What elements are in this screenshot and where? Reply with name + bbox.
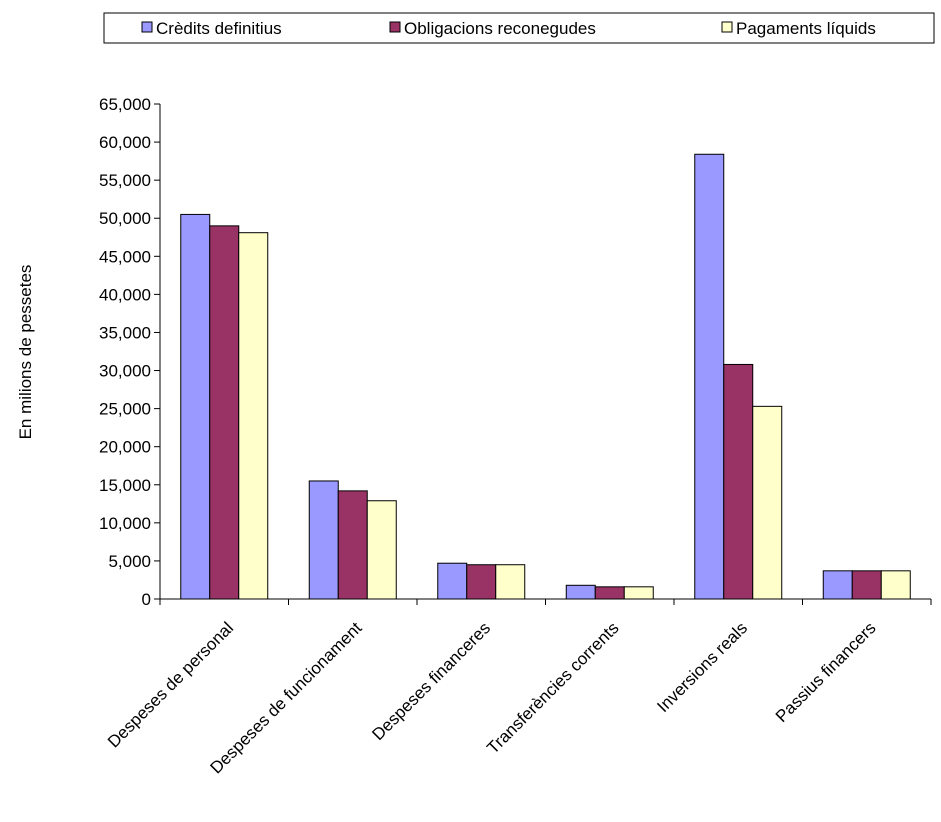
y-tick-label-7: 35,000 bbox=[99, 323, 151, 342]
bar-3-2 bbox=[366, 500, 397, 600]
y-tick-label-2: 10,000 bbox=[99, 514, 151, 533]
x-tick-label-5: Inversions reals bbox=[653, 618, 751, 716]
legend: Crèdits definitius Obligacions reconegud… bbox=[103, 12, 935, 44]
y-axis-title: En milions de pessetes bbox=[16, 265, 35, 440]
y-tick-label-8: 40,000 bbox=[99, 285, 151, 304]
legend-label-2: Obligacions reconegudes bbox=[404, 19, 596, 38]
y-tick-label-11: 55,000 bbox=[99, 171, 151, 190]
bar-1-4 bbox=[565, 584, 596, 600]
bar-2-2 bbox=[337, 490, 368, 600]
y-tick-label-4: 20,000 bbox=[99, 438, 151, 457]
bar-2-6 bbox=[851, 570, 882, 600]
y-tick-label-5: 25,000 bbox=[99, 400, 151, 419]
x-tick-label-4: Transferències corrents bbox=[483, 618, 622, 757]
y-tick-label-12: 60,000 bbox=[99, 133, 151, 152]
bar-2-1 bbox=[209, 225, 240, 600]
bar-3-5 bbox=[752, 405, 783, 600]
bar-3-3 bbox=[495, 564, 526, 600]
legend-swatch-1 bbox=[141, 21, 153, 33]
legend-label-3: Pagaments líquids bbox=[736, 19, 876, 38]
bar-1-2 bbox=[308, 480, 339, 600]
bar-3-4 bbox=[623, 586, 654, 600]
bar-2-4 bbox=[594, 586, 625, 600]
legend-box bbox=[103, 12, 935, 44]
x-tick-label-6: Passius financers bbox=[772, 618, 880, 726]
bar-1-3 bbox=[437, 562, 468, 600]
bar-1-5 bbox=[694, 153, 725, 600]
bar-1-1 bbox=[180, 213, 211, 600]
y-tick-label-0: 0 bbox=[142, 590, 151, 609]
y-tick-label-6: 30,000 bbox=[99, 362, 151, 381]
x-tick-label-3: Despeses financeres bbox=[368, 618, 494, 744]
y-tick-label-10: 50,000 bbox=[99, 209, 151, 228]
x-tick-label-2: Despeses de funcionament bbox=[206, 618, 365, 777]
legend-swatch-2 bbox=[389, 21, 401, 33]
bar-3-6 bbox=[880, 570, 911, 600]
bar-3-1 bbox=[238, 232, 269, 600]
bar-2-3 bbox=[466, 564, 497, 600]
legend-label-1: Crèdits definitius bbox=[156, 19, 282, 38]
legend-swatch-3 bbox=[721, 21, 733, 33]
y-tick-label-9: 45,000 bbox=[99, 247, 151, 266]
y-tick-label-1: 5,000 bbox=[108, 552, 151, 571]
bar-1-6 bbox=[822, 570, 853, 600]
y-tick-label-13: 65,000 bbox=[99, 95, 151, 114]
bar-2-5 bbox=[723, 363, 754, 600]
x-tick-label-1: Despeses de personal bbox=[104, 618, 237, 751]
plot-area: 0 5,000 10,000 15,000 20,000 25,000 30,000 35,0… bbox=[99, 95, 932, 778]
y-tick-label-3: 15,000 bbox=[99, 476, 151, 495]
